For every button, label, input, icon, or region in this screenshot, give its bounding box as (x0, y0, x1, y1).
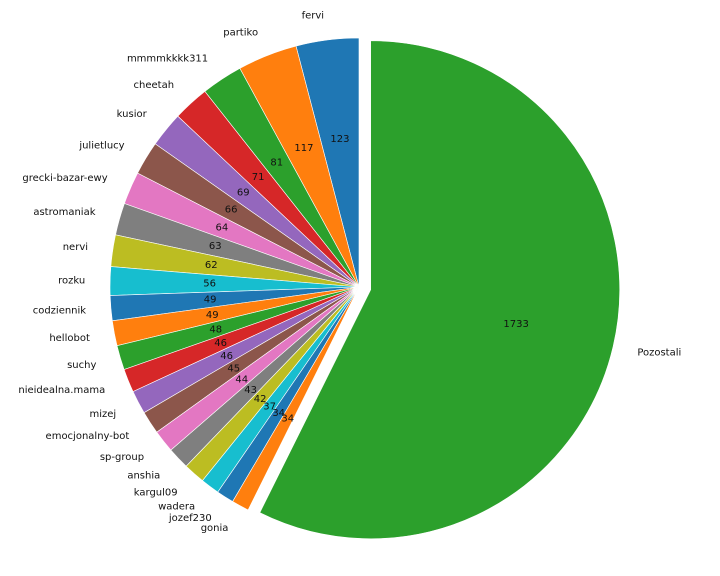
slice-value-18: 42 (254, 394, 267, 405)
slice-label-19: wadera (158, 501, 195, 512)
slice-value-6: 64 (216, 223, 229, 234)
pie-slice-21 (232, 286, 360, 511)
slice-value-7: 63 (209, 241, 222, 252)
slice-value-5: 66 (225, 205, 238, 216)
slice-value-21: 34 (281, 413, 294, 424)
slice-label-8: nervi (63, 242, 88, 253)
slice-label-2: mmmmkkkk311 (127, 53, 208, 64)
slice-value-9: 56 (203, 278, 216, 289)
slice-value-3: 71 (252, 172, 265, 183)
slice-label-5: julietlucy (78, 140, 124, 151)
slice-value-0: 123 (330, 134, 349, 145)
slice-value-16: 44 (235, 375, 248, 386)
slice-value-19: 37 (263, 402, 276, 413)
slice-label-12: suchy (67, 360, 96, 371)
slice-value-15: 45 (227, 363, 240, 374)
slice-label-17: anshia (127, 470, 160, 481)
slice-value-14: 46 (220, 351, 233, 362)
slice-value-12: 48 (209, 324, 222, 335)
slice-label-10: codziennik (33, 305, 87, 316)
slice-value-17: 43 (244, 385, 257, 396)
slice-value-11: 49 (206, 310, 219, 321)
slice-label-14: mizej (90, 409, 117, 420)
slice-value-10: 49 (204, 295, 217, 306)
slice-label-1: partiko (223, 27, 258, 38)
slice-value-4: 69 (237, 188, 250, 199)
slice-label-7: astromaniak (33, 207, 95, 218)
slice-label-0: fervi (302, 10, 324, 21)
slice-label-20: jozef230 (168, 513, 212, 524)
slice-label-15: emocjonalny-bot (46, 431, 130, 442)
slice-value-8: 62 (205, 260, 218, 271)
slice-label-4: kusior (117, 109, 148, 120)
slice-value-20: 34 (272, 408, 285, 419)
pie-slice-22 (259, 40, 620, 540)
slice-label-9: rozku (58, 275, 85, 286)
slice-label-22: Pozostali (637, 347, 681, 358)
slice-label-13: nieidealna.mama (18, 385, 105, 396)
slice-label-11: hellobot (49, 333, 90, 344)
slice-value-1: 117 (294, 143, 313, 154)
slice-value-22: 1733 (503, 319, 528, 330)
slice-label-6: grecki-bazar-ewy (22, 173, 107, 184)
slice-label-3: cheetah (134, 80, 175, 91)
slice-label-18: kargul09 (134, 487, 178, 498)
slice-value-13: 46 (214, 338, 227, 349)
slice-value-2: 81 (270, 157, 283, 168)
slice-label-16: sp-group (100, 452, 144, 463)
slice-label-21: gonia (201, 523, 229, 534)
